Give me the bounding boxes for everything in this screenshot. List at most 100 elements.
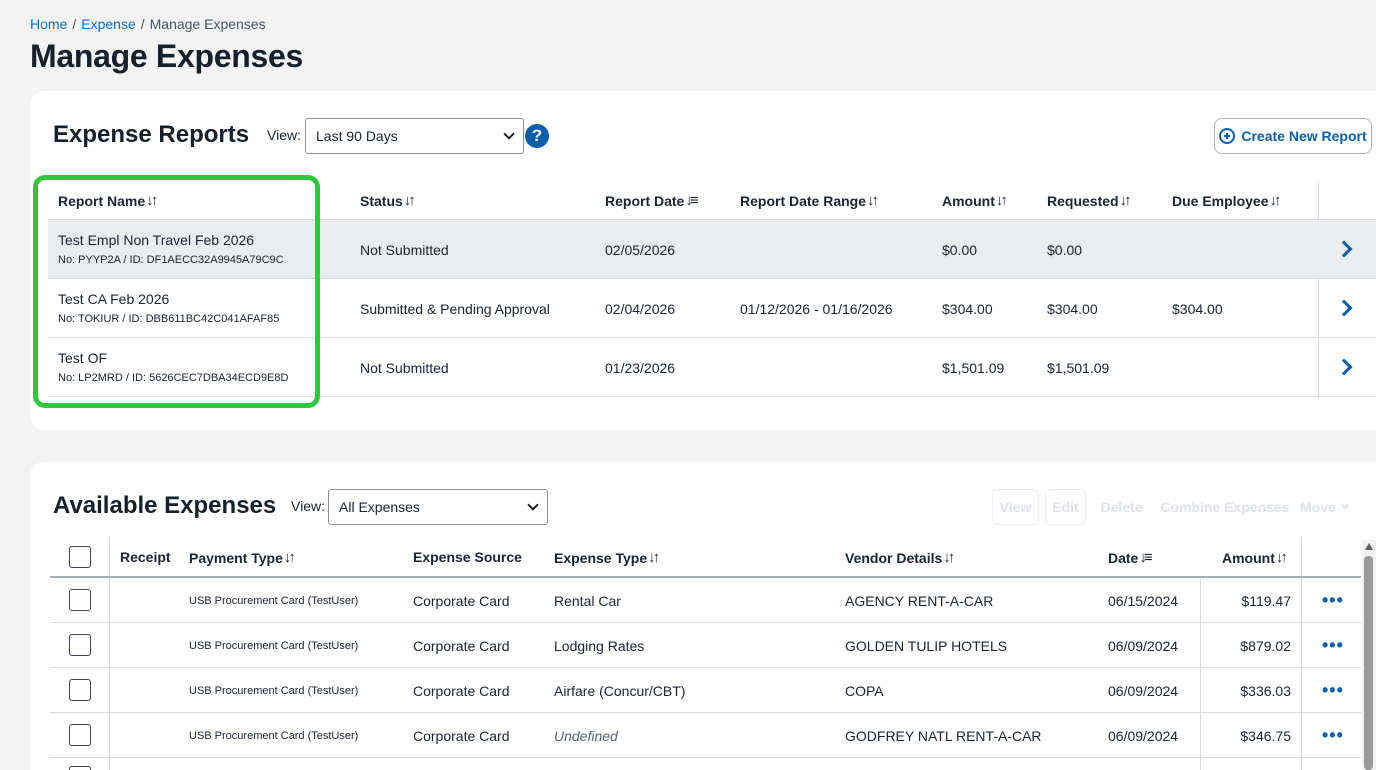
reports-view-select[interactable]: Last 90 Days xyxy=(305,118,524,154)
expense-amount: $336.03 xyxy=(1240,683,1291,699)
available-expenses-card xyxy=(30,462,1376,770)
combine-expenses-button[interactable]: Combine Expenses xyxy=(1160,499,1290,515)
report-status: Not Submitted xyxy=(360,360,449,376)
col-label: Report Name xyxy=(58,192,146,209)
col-label: Vendor Details xyxy=(845,549,943,566)
row-checkbox[interactable] xyxy=(69,724,91,746)
sort-icon: ↓↑ xyxy=(1119,192,1132,209)
create-new-report-label: Create New Report xyxy=(1241,128,1367,144)
create-new-report-button[interactable]: Create New Report xyxy=(1214,118,1372,154)
breadcrumb-separator: / xyxy=(72,16,77,32)
sort-icon: ↓↑ xyxy=(1269,192,1281,209)
col-label: Requested xyxy=(1047,192,1119,209)
row-divider xyxy=(48,396,1376,397)
row-checkbox[interactable] xyxy=(69,679,91,701)
col-label: Payment Type xyxy=(189,549,283,566)
more-options-icon[interactable]: ••• xyxy=(1322,590,1344,610)
col-header-vendor-details[interactable]: Vendor Details ↓↑ xyxy=(845,549,955,566)
vendor-details: AGENCY RENT-A-CAR xyxy=(845,593,994,609)
report-amount: $0.00 xyxy=(942,242,978,258)
row-checkbox[interactable] xyxy=(69,766,91,770)
col-header-report-date-range[interactable]: Report Date Range ↓↑ xyxy=(740,192,879,209)
expense-source: Corporate Card xyxy=(413,728,510,744)
chevron-down-icon xyxy=(527,499,539,511)
vendor-details: GOLDEN TULIP HOTELS xyxy=(845,638,1008,654)
report-id: No: TOKIUR / ID: DBB611BC42C041AFAF85 xyxy=(58,313,280,325)
col-label: Due Employee xyxy=(1172,192,1269,209)
expense-type-undefined[interactable]: Undefined xyxy=(554,728,618,744)
col-header-date[interactable]: Date ↓≡ xyxy=(1108,549,1153,566)
col-header-requested[interactable]: Requested ↓↑ xyxy=(1047,192,1132,209)
row-divider xyxy=(50,667,1361,668)
view-button[interactable]: View xyxy=(992,489,1039,525)
row-checkbox[interactable] xyxy=(69,634,91,656)
expense-date: 06/09/2024 xyxy=(1108,683,1179,699)
row-checkbox[interactable] xyxy=(69,589,91,611)
col-label: Report Date xyxy=(605,192,685,209)
expense-source: Corporate Card xyxy=(413,683,510,699)
col-header-report-name[interactable]: Report Name ↓↑ xyxy=(58,192,158,209)
col-header-report-date[interactable]: Report Date ↓≡ xyxy=(605,192,699,209)
vendor-details: COPA xyxy=(845,683,884,699)
report-name[interactable]: Test CA Feb 2026 xyxy=(58,291,170,307)
sort-icon: ↓↑ xyxy=(403,192,416,209)
scroll-up-arrow-icon[interactable] xyxy=(1365,543,1373,550)
report-name[interactable]: Test Empl Non Travel Feb 2026 xyxy=(58,232,255,248)
vendor-details: GODFREY NATL RENT-A-CAR xyxy=(845,728,1042,744)
delete-button[interactable]: Delete xyxy=(1100,499,1143,515)
sort-icon: ↓↑ xyxy=(146,192,158,209)
breadcrumb-expense-link[interactable]: Expense xyxy=(81,16,136,32)
col-label: Amount xyxy=(1222,549,1275,566)
expense-type[interactable]: Airfare (Concur/CBT) xyxy=(554,683,686,699)
sort-icon: ↓↑ xyxy=(867,192,879,209)
edit-button[interactable]: Edit xyxy=(1045,489,1086,525)
reports-view-label: View: xyxy=(267,127,301,143)
payment-type: USB Procurement Card (TestUser) xyxy=(189,730,359,742)
report-amount: $304.00 xyxy=(942,301,993,317)
col-header-receipt: Receipt xyxy=(120,549,171,565)
breadcrumb-current: Manage Expenses xyxy=(149,16,266,32)
col-label: Status xyxy=(360,192,403,209)
breadcrumb-separator: / xyxy=(140,16,145,32)
report-amount: $1,501.09 xyxy=(942,360,1005,376)
payment-type: USB Procurement Card (TestUser) xyxy=(189,640,359,652)
report-name[interactable]: Test OF xyxy=(58,350,108,366)
col-header-due-employee[interactable]: Due Employee ↓↑ xyxy=(1172,192,1281,209)
payment-type: USB Procurement Card (TestUser) xyxy=(189,685,359,697)
col-header-status[interactable]: Status ↓↑ xyxy=(360,192,416,209)
column-divider xyxy=(1200,578,1201,770)
scrollbar-thumb[interactable] xyxy=(1364,556,1373,770)
expense-type[interactable]: Rental Car xyxy=(554,593,621,609)
breadcrumb: Home / Expense / Manage Expenses xyxy=(30,16,266,32)
help-icon[interactable]: ? xyxy=(525,124,549,148)
col-header-amount[interactable]: Amount ↓↑ xyxy=(942,192,1008,209)
expense-source: Corporate Card xyxy=(413,638,510,654)
move-button[interactable]: Move xyxy=(1300,489,1364,525)
expense-type[interactable]: Lodging Rates xyxy=(554,638,645,654)
breadcrumb-home-link[interactable]: Home xyxy=(30,16,68,32)
report-date: 01/23/2026 xyxy=(605,360,676,376)
more-options-icon[interactable]: ••• xyxy=(1322,635,1344,655)
more-options-icon[interactable]: ••• xyxy=(1322,725,1344,745)
reports-view-value: Last 90 Days xyxy=(316,128,398,144)
row-divider xyxy=(50,712,1361,713)
expense-reports-title: Expense Reports xyxy=(53,121,250,148)
page-title: Manage Expenses xyxy=(30,38,303,74)
col-header-amount[interactable]: Amount ↓↑ xyxy=(1222,549,1288,566)
row-divider xyxy=(50,622,1361,623)
col-header-expense-type[interactable]: Expense Type ↓↑ xyxy=(554,549,660,566)
row-divider xyxy=(48,337,1376,338)
col-label: Date xyxy=(1108,549,1139,566)
col-label: Report Date Range xyxy=(740,192,867,209)
col-header-payment-type[interactable]: Payment Type ↓↑ xyxy=(189,549,296,566)
sort-icon: ↓↑ xyxy=(995,192,1008,209)
expenses-view-select[interactable]: All Expenses xyxy=(328,489,548,525)
col-label: Amount xyxy=(942,192,995,209)
more-options-icon[interactable]: ••• xyxy=(1322,680,1344,700)
report-row-selected[interactable] xyxy=(48,220,1376,278)
column-divider xyxy=(109,537,110,770)
expense-amount: $346.75 xyxy=(1240,728,1291,744)
select-all-checkbox[interactable] xyxy=(69,546,91,568)
expense-source: Corporate Card xyxy=(413,593,510,609)
report-status: Submitted & Pending Approval xyxy=(360,301,550,317)
